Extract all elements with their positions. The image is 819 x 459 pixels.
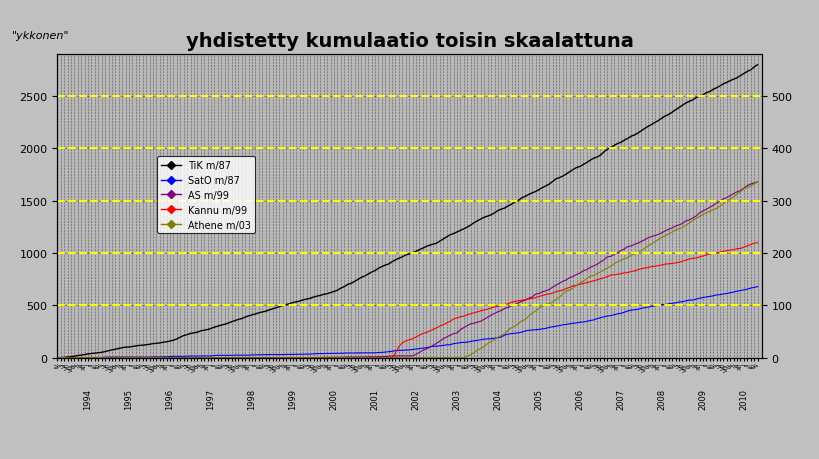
Text: "ykkonen": "ykkonen" [11, 31, 69, 41]
Title: yhdistetty kumulaatio toisin skaalattuna: yhdistetty kumulaatio toisin skaalattuna [186, 32, 633, 51]
Text: 2009: 2009 [699, 388, 708, 409]
Text: 2003: 2003 [452, 388, 461, 409]
Text: 1995: 1995 [124, 388, 133, 409]
SatO m/87 [124, 354, 134, 360]
Line: Athene m/03: Athene m/03 [57, 183, 758, 358]
Athene m/03 [165, 355, 175, 361]
AS m/99 [165, 355, 175, 361]
Athene m/03 [124, 355, 134, 361]
Athene m/03 [322, 355, 332, 361]
AS m/99 [322, 355, 332, 360]
TiK m/87 [251, 312, 260, 317]
Text: 2000: 2000 [329, 388, 338, 409]
Athene m/03 [251, 355, 260, 361]
Text: 2010: 2010 [740, 388, 749, 409]
TiK m/87 [52, 355, 62, 361]
SatO m/87 [322, 351, 332, 356]
Text: 2008: 2008 [658, 388, 667, 409]
Text: 2004: 2004 [494, 388, 503, 409]
Kannu m/99 [165, 355, 175, 361]
Text: 1998: 1998 [247, 388, 256, 409]
SatO m/87 [52, 355, 62, 361]
AS m/99 [124, 355, 134, 361]
Athene m/03 [52, 355, 62, 361]
Athene m/03 [63, 355, 73, 361]
Text: 2002: 2002 [411, 388, 420, 409]
TiK m/87 [165, 339, 175, 344]
Text: 1996: 1996 [165, 388, 174, 409]
TiK m/87 [698, 93, 708, 98]
TiK m/87 [753, 63, 762, 68]
Text: 2005: 2005 [535, 388, 544, 409]
Athene m/03 [698, 212, 708, 218]
AS m/99 [63, 355, 73, 361]
Kannu m/99 [63, 355, 73, 361]
Kannu m/99 [322, 355, 332, 361]
SatO m/87 [165, 354, 175, 359]
Text: 1997: 1997 [206, 388, 215, 409]
Line: SatO m/87: SatO m/87 [57, 287, 758, 358]
Athene m/03 [753, 180, 762, 185]
SatO m/87 [251, 353, 260, 358]
Kannu m/99 [124, 355, 134, 361]
SatO m/87 [698, 295, 708, 301]
Text: 2001: 2001 [370, 388, 379, 409]
Text: 1999: 1999 [288, 388, 297, 409]
Kannu m/99 [52, 355, 62, 361]
TiK m/87 [63, 354, 73, 360]
Line: TiK m/87: TiK m/87 [57, 66, 758, 358]
Legend: TiK m/87, SatO m/87, AS m/99, Kannu m/99, Athene m/03: TiK m/87, SatO m/87, AS m/99, Kannu m/99… [157, 157, 256, 234]
Kannu m/99 [753, 241, 762, 246]
SatO m/87 [63, 355, 73, 361]
AS m/99 [753, 180, 762, 185]
Line: Kannu m/99: Kannu m/99 [57, 243, 758, 358]
Text: 1994: 1994 [84, 388, 93, 409]
Kannu m/99 [698, 254, 708, 259]
TiK m/87 [124, 345, 134, 350]
Text: 2007: 2007 [617, 388, 626, 409]
SatO m/87 [753, 284, 762, 290]
AS m/99 [251, 355, 260, 361]
Line: AS m/99: AS m/99 [57, 183, 758, 358]
Kannu m/99 [251, 355, 260, 361]
AS m/99 [52, 355, 62, 361]
Text: 2006: 2006 [576, 388, 585, 409]
TiK m/87 [322, 291, 332, 297]
AS m/99 [698, 209, 708, 214]
